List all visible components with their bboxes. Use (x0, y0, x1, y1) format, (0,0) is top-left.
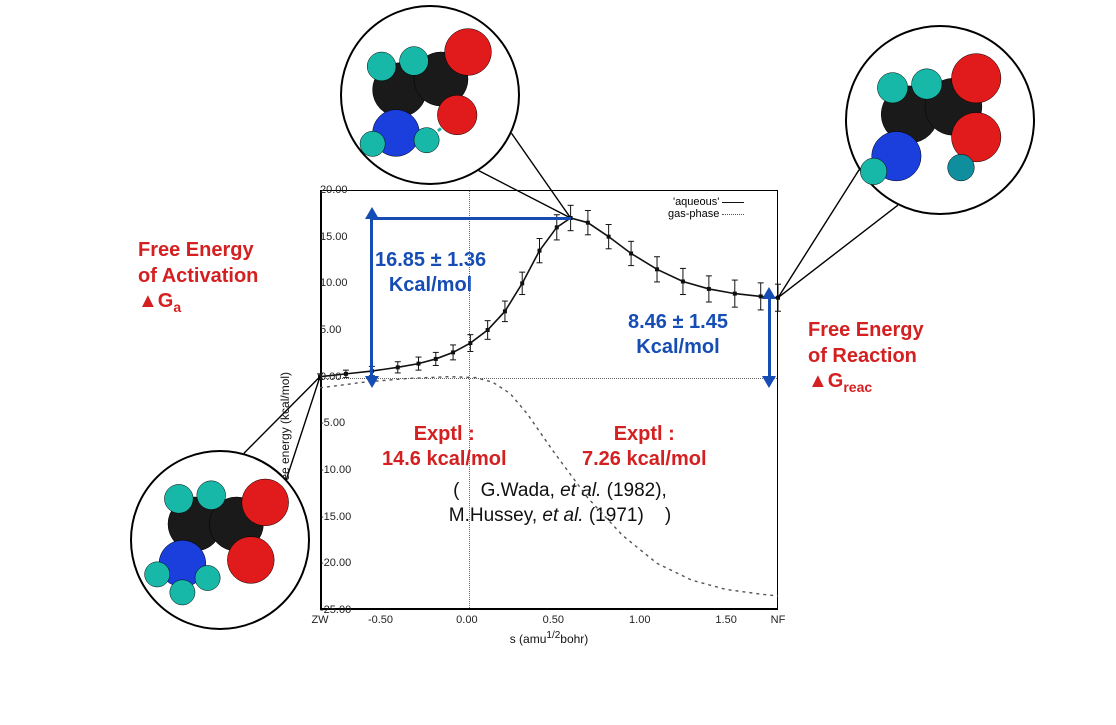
ytick-label: -15.00 (320, 511, 326, 523)
ytick-label: 20.00 (320, 184, 326, 196)
ytick-label: -10.00 (320, 464, 326, 476)
xtick-label: 1.50 (715, 610, 736, 626)
measure-arrow (370, 218, 373, 377)
ytick-label: -25.00 (320, 604, 326, 616)
measure-cap (372, 217, 571, 220)
ytick-label: -20.00 (320, 557, 326, 569)
molecule-bubble-zw (130, 450, 310, 630)
ytick-label: 10.00 (320, 277, 326, 289)
molecule-bubble-ts (340, 5, 520, 185)
xtick-label: -0.50 (368, 610, 393, 626)
ytick-label: 5.00 (320, 324, 326, 336)
ytick-label: -5.00 (320, 417, 326, 429)
molecule-bubble-nf (845, 25, 1035, 215)
xtick-label: 0.50 (543, 610, 564, 626)
xtick-label: 0.00 (456, 610, 477, 626)
ytick-label: 15.00 (320, 231, 326, 243)
measure-arrow (768, 298, 771, 377)
x-axis-label: s (amu1/2bohr) (510, 630, 589, 646)
xtick-label: 1.00 (629, 610, 650, 626)
xtick-label: NF (771, 610, 786, 626)
ytick-label: 0.00 (320, 371, 326, 383)
